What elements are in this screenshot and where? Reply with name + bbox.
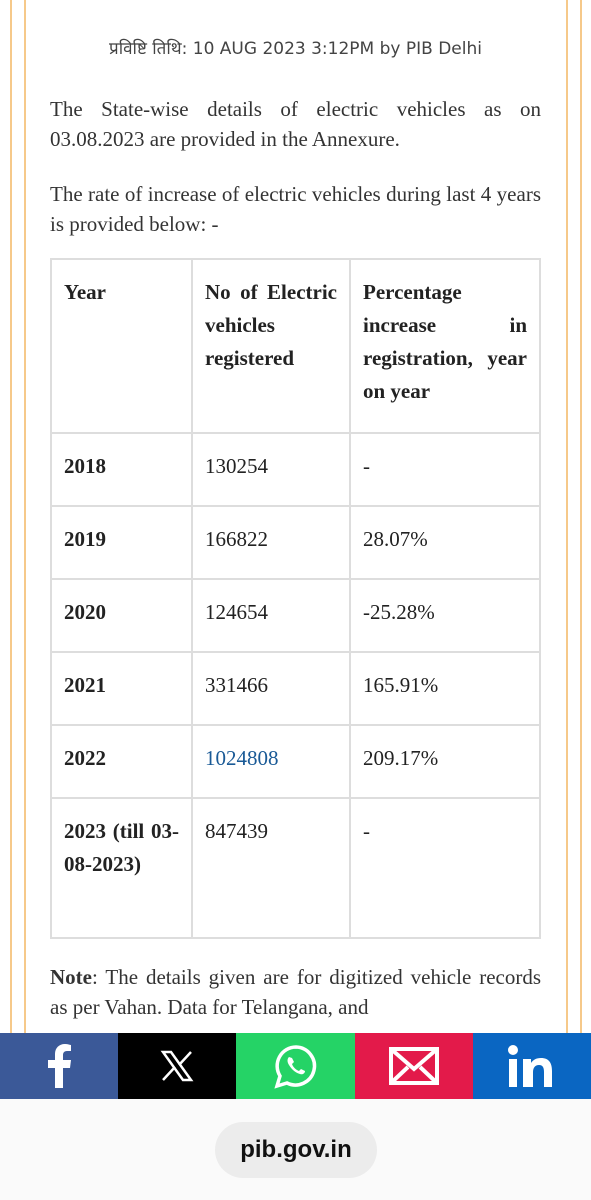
column-header: Year <box>50 258 193 434</box>
link[interactable]: 1024808 <box>205 746 279 770</box>
table-row: 2018 130254- <box>50 432 541 507</box>
linkedin-button[interactable] <box>472 1033 591 1099</box>
cell: 165.91% <box>349 651 541 726</box>
share-bar <box>0 1033 591 1099</box>
cell: 2020 <box>50 578 193 653</box>
paragraph: The State-wise details of electric vehic… <box>50 97 541 151</box>
browser-bar: pib.gov.in <box>0 1099 591 1200</box>
cell: 1024808 <box>191 724 351 799</box>
x-icon <box>160 1050 194 1082</box>
whatsapp-button[interactable] <box>236 1033 355 1099</box>
column-header: No of Electric vehicles registered <box>191 258 351 434</box>
email-icon <box>388 1047 439 1085</box>
header-row: Year No of Electric vehicles registered … <box>50 258 541 434</box>
cell: 2022 <box>50 724 193 799</box>
cell: 2023 (till 03-08-2023) <box>50 797 193 939</box>
cell: 130254 <box>191 432 351 507</box>
cell: 166822 <box>191 505 351 580</box>
whatsapp-icon <box>273 1045 316 1089</box>
note: Note: The details given are for digitize… <box>50 962 541 1022</box>
table-row: 2023 (till 03-08-2023) 847439- <box>50 797 541 939</box>
border-line <box>24 0 26 1033</box>
facebook-button[interactable] <box>0 1033 119 1099</box>
x-button[interactable] <box>118 1033 237 1099</box>
cell: 2019 <box>50 505 193 580</box>
email-button[interactable] <box>354 1033 473 1099</box>
date-line: प्रविष्टि तिथि: 10 AUG 2023 3:12PM by PI… <box>109 39 482 59</box>
cell: 2021 <box>50 651 193 726</box>
note-label: Note <box>50 965 92 989</box>
column-header: Percentage increase in registration, yea… <box>349 258 541 434</box>
cell: - <box>349 432 541 507</box>
facebook-icon <box>48 1044 72 1088</box>
note-text: : The details given are for digitized ve… <box>50 965 541 1019</box>
linkedin-icon <box>507 1045 552 1087</box>
cell: - <box>349 797 541 939</box>
cell: 2018 <box>50 432 193 507</box>
paragraph: The rate of increase of electric vehicle… <box>50 182 541 236</box>
table-row: 2019 166822 28.07% <box>50 505 541 580</box>
table-row: 2022 1024808 209.17% <box>50 724 541 799</box>
cell: 847439 <box>191 797 351 939</box>
data-table: Year No of Electric vehicles registered … <box>50 258 541 939</box>
cell: 209.17% <box>349 724 541 799</box>
border-line <box>566 0 568 1033</box>
border-line <box>580 0 582 1033</box>
table-row: 2021 331466 165.91% <box>50 651 541 726</box>
cell: 331466 <box>191 651 351 726</box>
cell: 124654 <box>191 578 351 653</box>
cell: 28.07% <box>349 505 541 580</box>
table-row: 2020 124654 -25.28% <box>50 578 541 653</box>
border-line <box>10 0 12 1033</box>
address-bar[interactable]: pib.gov.in <box>215 1122 377 1178</box>
cell: -25.28% <box>349 578 541 653</box>
